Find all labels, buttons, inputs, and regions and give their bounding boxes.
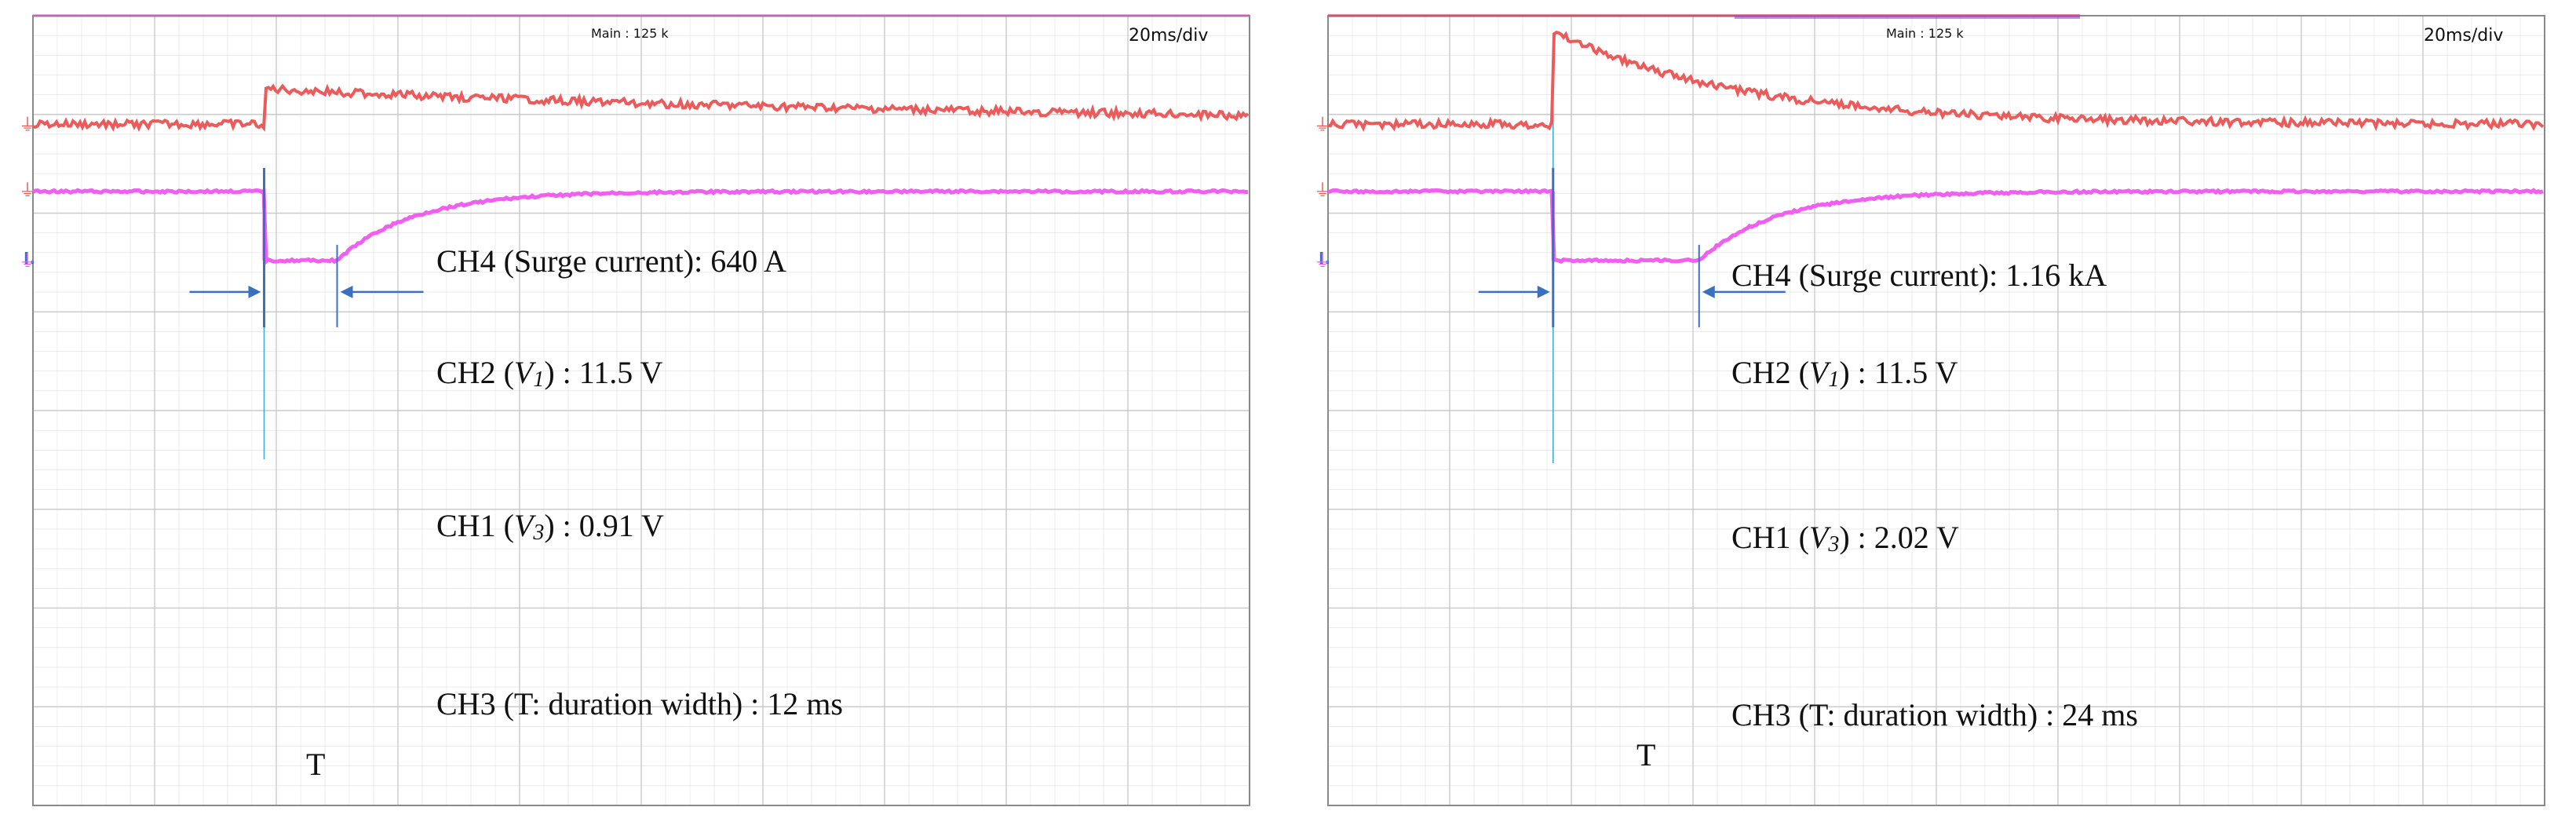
duration-t-label: T xyxy=(306,747,325,782)
ch1-trace xyxy=(1327,31,2545,133)
main-label: Main : 125 k xyxy=(1886,26,1964,41)
scope-panel-right: Main : 125 k 20ms/div I. ⏚⏚⏚⏚⏚ CH4 (Surg… xyxy=(1295,0,2567,832)
duration-marker xyxy=(189,167,424,327)
timebase-label: 20ms/div xyxy=(1129,26,1208,46)
ground-arrow-icon: ⏚ xyxy=(19,181,36,201)
ch3-trace xyxy=(31,188,1249,266)
ch4-annotation: CH4 (Surge current): 640 A xyxy=(436,243,786,279)
channel-level-markers: ⏚⏚⏚⏚⏚ xyxy=(19,115,36,272)
ch4-value: 640 A xyxy=(710,243,786,279)
arrow-left-icon xyxy=(1702,285,1715,298)
channel-level-markers: ⏚⏚⏚⏚⏚ xyxy=(1314,115,1331,272)
duration-marker xyxy=(1478,167,1786,327)
scope-panel-left: Main : 125 k 20ms/div I. ⏚⏚⏚⏚⏚ CH4 (Surg… xyxy=(0,0,1272,832)
ch3-annotation: CH3 (T: duration width) : 12 ms xyxy=(436,686,843,721)
ground-arrow-icon: ⏚ xyxy=(1314,252,1331,272)
ch2-value: 11.5 V xyxy=(1874,355,1958,390)
trigger-level-icon: I. xyxy=(1319,249,1330,268)
ch2-value: 11.5 V xyxy=(579,355,663,390)
ch1-annotation: CH1 (V3) : 2.02 V xyxy=(1731,520,1959,557)
ground-arrow-icon: ⏚ xyxy=(1314,115,1331,135)
scope-grid xyxy=(1328,16,2545,805)
ch1-trace xyxy=(32,83,1250,133)
duration-t-label: T xyxy=(1636,737,1655,772)
ch2-annotation: CH2 (V1) : 11.5 V xyxy=(1731,355,1958,392)
ch3-trace xyxy=(1327,188,2544,265)
ch1-value: 2.02 V xyxy=(1874,520,1959,555)
timebase-label: 20ms/div xyxy=(2424,26,2503,46)
ch2-annotation: CH2 (V1) : 11.5 V xyxy=(436,355,663,392)
ch3-annotation: CH3 (T: duration width) : 24 ms xyxy=(1731,697,2138,732)
scope-screen-right: Main : 125 k 20ms/div I. ⏚⏚⏚⏚⏚ CH4 (Surg… xyxy=(1314,14,2545,806)
arrow-left-icon xyxy=(340,285,353,298)
ground-arrow-icon: ⏚ xyxy=(19,115,36,135)
ground-arrow-icon: ⏚ xyxy=(19,252,36,272)
ch3-value: 24 ms xyxy=(2062,697,2138,732)
ch1-annotation: CH1 (V3) : 0.91 V xyxy=(436,508,664,545)
ground-arrow-icon: ⏚ xyxy=(1314,181,1331,201)
ch4-value: 1.16 kA xyxy=(2005,257,2107,293)
ch3-value: 12 ms xyxy=(767,686,843,721)
scope-screen-left: Main : 125 k 20ms/div I. ⏚⏚⏚⏚⏚ CH4 (Surg… xyxy=(19,14,1250,806)
arrow-right-icon xyxy=(1537,285,1550,298)
ch4-annotation: CH4 (Surge current): 1.16 kA xyxy=(1731,257,2107,293)
arrow-right-icon xyxy=(248,285,261,298)
trigger-level-icon: I. xyxy=(24,249,35,268)
ch1-value: 0.91 V xyxy=(579,508,664,543)
main-label: Main : 125 k xyxy=(591,26,669,41)
